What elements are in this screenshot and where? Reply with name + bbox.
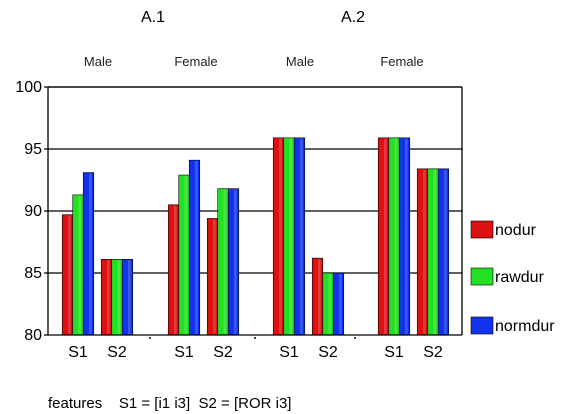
x-axis-tick-mark [354, 337, 356, 339]
bar-normdur [398, 137, 411, 336]
bar-nodur [100, 259, 113, 336]
bars [61, 137, 450, 336]
group-labels: Male Female Male Female [84, 54, 424, 69]
bar-rawdur [111, 259, 123, 336]
group-label: Female [380, 54, 423, 69]
bar-rawdur [388, 137, 400, 336]
x-tick-label: S2 [107, 344, 127, 361]
bar-highlight [318, 259, 321, 334]
legend-label-normdur: normdur [495, 318, 555, 335]
group-label: Male [286, 54, 314, 69]
x-tick-label: S1 [279, 344, 299, 361]
x-tick-label: S1 [384, 344, 404, 361]
bar-nodur [377, 137, 390, 336]
bar-nodur [311, 257, 324, 336]
legend-label-nodur: nodur [495, 222, 537, 239]
bar-highlight [234, 189, 237, 334]
bar-highlight [300, 138, 303, 334]
x-axis-tick-mark [149, 337, 151, 339]
bar-highlight [339, 274, 342, 334]
bar-normdur [227, 188, 240, 336]
bar-highlight [384, 138, 387, 334]
legend-label-rawdur: rawdur [495, 269, 545, 286]
x-tick-label: S2 [318, 344, 338, 361]
bar-highlight [433, 169, 437, 334]
bar-highlight [444, 169, 447, 334]
legend-swatch-nodur [470, 220, 494, 239]
super-group-label: A.1 [141, 9, 165, 26]
bar-normdur [293, 137, 306, 336]
x-axis-tick-mark [254, 337, 256, 339]
bar-rawdur [72, 194, 84, 336]
bar-highlight [184, 176, 188, 334]
legend: nodur rawdur normdur [470, 220, 555, 335]
bar-highlight [223, 189, 227, 334]
legend-swatch-rawdur [470, 267, 494, 286]
y-tick-label: 85 [24, 265, 42, 282]
y-tick-label: 100 [15, 79, 42, 96]
bar-highlight [423, 169, 426, 334]
bar-highlight [174, 205, 177, 334]
bar-rawdur [178, 174, 190, 336]
bar-rawdur [322, 272, 334, 336]
bar-highlight [107, 260, 110, 334]
bar-highlight [405, 138, 408, 334]
x-tick-label: S1 [174, 344, 194, 361]
bar-nodur [206, 218, 219, 336]
super-group-labels: A.1 A.2 [141, 9, 365, 26]
bar-nodur [167, 204, 180, 336]
bar-normdur [121, 259, 134, 336]
bar-highlight [78, 195, 82, 334]
y-tick-label: 80 [24, 327, 42, 344]
bar-highlight [128, 260, 131, 334]
bar-highlight [394, 138, 398, 334]
y-tick-label: 95 [24, 141, 42, 158]
x-tick-label: S2 [423, 344, 443, 361]
bar-normdur [82, 172, 95, 336]
bar-highlight [89, 173, 92, 334]
bar-nodur [416, 168, 429, 336]
bar-highlight [117, 260, 121, 334]
bar-highlight [195, 161, 198, 334]
bar-rawdur [217, 188, 229, 336]
bar-highlight [328, 274, 332, 334]
axes [44, 86, 463, 339]
bar-rawdur [427, 168, 439, 336]
bar-highlight [213, 219, 216, 334]
bar-nodur [61, 214, 74, 336]
y-tick-labels: 80 85 90 95 100 [15, 79, 42, 344]
legend-swatch-normdur [470, 316, 494, 335]
bar-normdur [188, 159, 201, 336]
x-tick-label: S2 [213, 344, 233, 361]
bar-rawdur [283, 137, 295, 336]
group-label: Female [174, 54, 217, 69]
bar-normdur [437, 168, 450, 336]
bar-highlight [289, 138, 293, 334]
bar-highlight [279, 138, 282, 334]
bar-highlight [68, 215, 71, 334]
x-tick-label: S1 [68, 344, 88, 361]
bar-normdur [332, 272, 345, 336]
footnote: features S1 = [i1 i3] S2 = [ROR i3] [48, 395, 291, 412]
bar-nodur [272, 137, 285, 336]
super-group-label: A.2 [341, 9, 365, 26]
group-label: Male [84, 54, 112, 69]
y-tick-label: 90 [24, 203, 42, 220]
x-tick-labels: S1 S2 S1 S2 S1 S2 S1 S2 [68, 344, 443, 361]
